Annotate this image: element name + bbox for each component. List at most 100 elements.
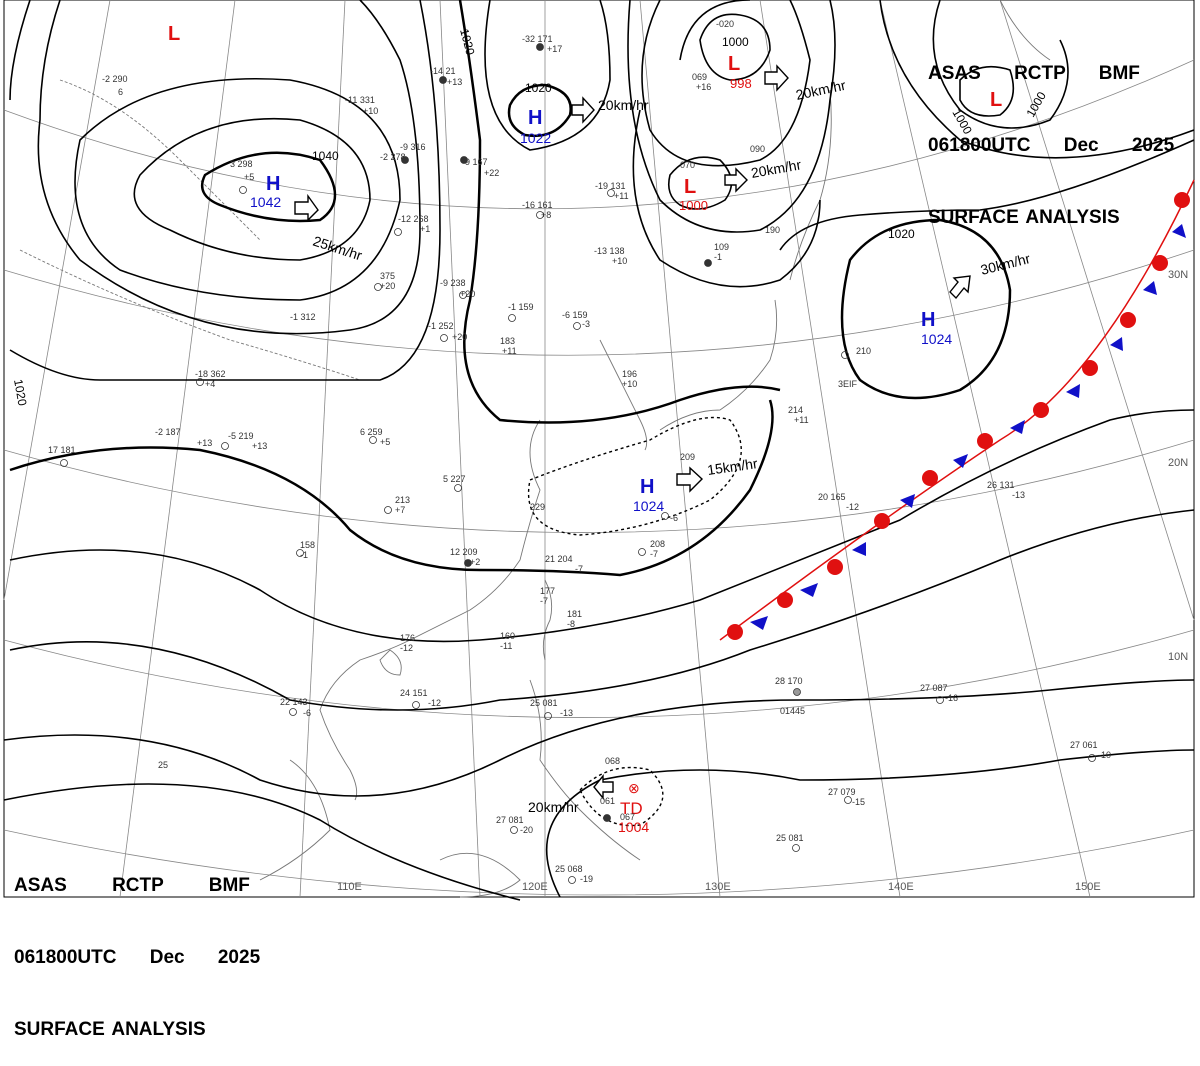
- station-value: -12 268: [398, 214, 429, 224]
- japan-coast: [659, 299, 778, 431]
- station-value: 196: [622, 369, 637, 379]
- isobars: [3, 0, 1195, 901]
- station-value: 27 087: [920, 683, 948, 693]
- station-value: -8: [567, 619, 575, 629]
- station-value: 067: [620, 812, 635, 822]
- station-value: 25 081: [776, 833, 804, 843]
- map-border: [3, 0, 1195, 898]
- station-value: -16 161: [522, 200, 553, 210]
- station-value: 27 061: [1070, 740, 1098, 750]
- taiwan-coast: [542, 579, 553, 661]
- station-value: +8: [541, 210, 551, 220]
- station-value: 20 165: [818, 492, 846, 502]
- station-value: 176: [400, 633, 415, 643]
- isobar-label: 1020: [888, 227, 915, 241]
- station-value: +5: [244, 172, 254, 182]
- station-circles: [60, 43, 1096, 884]
- surface-analysis-map: 25km/hr 20km/hr 20km/hr 20km/hr 30km/hr …: [3, 0, 1195, 901]
- station-value: -2 278: [380, 152, 406, 162]
- station-value: 27 079: [828, 787, 856, 797]
- station-value: +5: [380, 437, 390, 447]
- station-value: 158: [300, 540, 315, 550]
- lon-label: 110E: [337, 881, 362, 893]
- speed-label: 20km/hr: [598, 97, 649, 113]
- station-value: 210: [856, 346, 871, 356]
- speed-label: 15km/hr: [706, 455, 759, 478]
- title-line-2: 061800UTC Dec 2025: [14, 947, 261, 968]
- station-value: +11: [502, 346, 517, 356]
- inland-border-2: [59, 79, 261, 241]
- low-value: 998: [730, 76, 752, 91]
- station-value: +22: [484, 168, 499, 178]
- station-value: -10: [1098, 750, 1111, 760]
- high-value: 1022: [520, 130, 551, 146]
- station-value: 375: [380, 271, 395, 281]
- station-value: +20: [380, 281, 395, 291]
- high-symbol: H: [266, 173, 280, 195]
- station-value: -11 331: [345, 95, 375, 105]
- lat-label: 20N: [1168, 457, 1188, 469]
- station-value: -12: [428, 698, 441, 708]
- sakhalin-coast: [789, 89, 832, 281]
- station-value: -18 362: [195, 369, 226, 379]
- station-value: -1: [714, 252, 722, 262]
- lon-label: 140E: [888, 881, 914, 893]
- td-symbol: TD: [620, 799, 643, 818]
- title-block-top-right: ASAS RCTP BMF 061800UTC Dec 2025 SURFACE…: [928, 14, 1174, 254]
- station-value: +13: [447, 77, 462, 87]
- stationary-front: [719, 179, 1195, 641]
- station-value: 090: [750, 144, 765, 154]
- station-value: -3: [582, 319, 590, 329]
- station-value: -13 138: [594, 246, 625, 256]
- td-x-icon: ⊗: [628, 780, 640, 796]
- china-coast: [319, 419, 541, 801]
- speed-label: 20km/hr: [794, 77, 847, 103]
- station-value: 12 209: [450, 547, 478, 557]
- station-value: 069: [692, 72, 707, 82]
- station-value: 214: [788, 405, 803, 415]
- station-value: 229: [530, 502, 545, 512]
- isobar-label: 1020: [525, 81, 552, 95]
- station-value: 3EIF: [838, 379, 858, 389]
- station-value: -7: [650, 549, 658, 559]
- title-line-1: ASAS RCTP BMF: [928, 63, 1140, 84]
- inland-border-1: [19, 249, 361, 381]
- station-value: -11: [500, 641, 512, 651]
- station-value: 6 259: [360, 427, 383, 437]
- station-value: 070: [680, 160, 695, 170]
- move-arrow: [764, 64, 789, 92]
- cold-front-triangles: [750, 224, 1186, 630]
- low-value: 1000: [679, 198, 708, 213]
- title-line-2: 061800UTC Dec 2025: [928, 135, 1175, 156]
- station-value: -9 316: [400, 142, 426, 152]
- station-plots: -2 290 6 -11 331 +10 -14 21 +13 -32 171 …: [48, 19, 1111, 884]
- warm-front-bumps: [727, 192, 1190, 640]
- philippines-coast: [529, 679, 641, 861]
- high-symbol: H: [528, 107, 542, 129]
- station-value: 25 081: [530, 698, 558, 708]
- low-symbol: L: [728, 53, 740, 75]
- title-line-3: SURFACE ANALYSIS: [14, 1019, 206, 1040]
- station-value: +2: [470, 557, 480, 567]
- station-value: 177: [540, 586, 555, 596]
- station-value: -1 159: [508, 302, 534, 312]
- station-value: 01445: [780, 706, 805, 716]
- station-value: 209: [680, 452, 695, 462]
- station-value: 25: [158, 760, 168, 770]
- station-value: 26 131: [987, 480, 1015, 490]
- station-value: -2 187: [155, 427, 181, 437]
- station-value: +4: [205, 379, 215, 389]
- station-value: +10: [363, 106, 378, 116]
- dashed-isobars: [528, 416, 742, 827]
- high-symbol: H: [640, 476, 654, 498]
- station-value: -19: [580, 874, 593, 884]
- borneo-coast: [439, 852, 521, 898]
- station-value: 190: [765, 225, 780, 235]
- station-value: 22 143: [280, 697, 308, 707]
- move-arrow: [949, 275, 971, 300]
- station-value: +10: [612, 256, 627, 266]
- station-value: +13: [252, 441, 267, 451]
- isobar-label: 1040: [312, 149, 339, 163]
- station-value: 208: [650, 539, 665, 549]
- station-value: -9 167: [462, 157, 488, 167]
